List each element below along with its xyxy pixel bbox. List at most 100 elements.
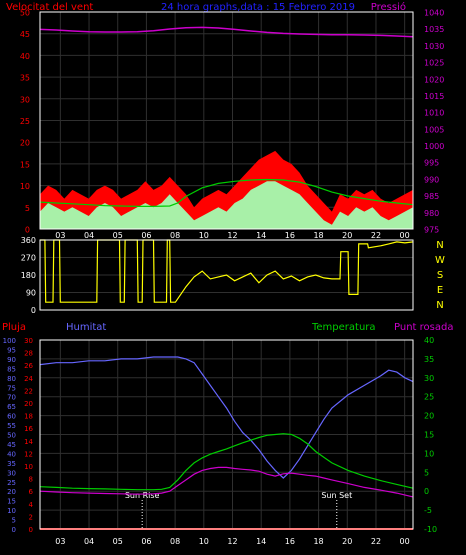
rain-tick-label: 8 <box>29 476 33 484</box>
wind-frame <box>39 11 414 230</box>
compass-label: S <box>437 270 443 281</box>
humidity-line <box>39 356 414 479</box>
wind-x-axis: 03 04 05 06 08 10 12 14 16 18 20 22 00 <box>55 231 409 240</box>
climate-x-tick-label: 22 <box>371 537 381 546</box>
humidity-tick-label: 50 <box>7 432 16 440</box>
wind-tick-label: 0 <box>25 226 30 235</box>
humidity-tick-label: 90 <box>7 356 16 364</box>
climate-x-tick-label: 00 <box>400 537 410 546</box>
wind-speed-title: Velocitat del vent <box>6 2 93 13</box>
dewpoint-title: Punt rosada <box>394 322 453 333</box>
rain-tick-label: 20 <box>24 400 33 408</box>
wind-left-axis: 0 5 10 15 20 25 30 35 40 45 50 <box>20 9 30 235</box>
rain-title: Pluja <box>2 322 26 333</box>
climate-x-tick-label: 10 <box>199 537 209 546</box>
wind-x-tick-label: 08 <box>170 231 180 240</box>
pressure-right-axis: 975 980 985 990 995 1000 1005 1010 1015 1020 1025 1… <box>424 9 444 235</box>
pressure-tick-label: 980 <box>424 209 439 218</box>
humidity-tick-label: 25 <box>7 479 16 487</box>
climate-x-tick-label: 18 <box>313 537 323 546</box>
humidity-tick-label: 60 <box>7 413 16 421</box>
compass-label: W <box>435 255 445 266</box>
temperature-title: Temperatura <box>311 322 376 333</box>
climate-x-tick-label: 06 <box>141 537 151 546</box>
humidity-tick-label: 15 <box>7 498 16 506</box>
climate-grid <box>40 339 413 530</box>
direction-tick-label: 360 <box>21 236 36 245</box>
temperature-axis: -10 -5 0 5 10 15 20 25 30 35 40 <box>424 336 437 534</box>
pressure-title: Pressió <box>371 1 406 13</box>
climate-x-tick-label: 20 <box>342 537 352 546</box>
humidity-tick-label: 80 <box>7 375 16 383</box>
pressure-tick-label: 995 <box>424 159 439 168</box>
temperature-tick-label: 30 <box>424 374 434 383</box>
temperature-tick-label: 10 <box>424 449 434 458</box>
direction-tick-label: 270 <box>21 254 36 263</box>
compass-label: E <box>437 285 443 296</box>
temperature-tick-label: 25 <box>424 393 434 402</box>
temperature-line <box>39 433 414 491</box>
wind-x-tick-label: 22 <box>371 231 381 240</box>
wind-tick-label: 25 <box>20 117 30 126</box>
humidity-tick-label: 30 <box>7 469 16 477</box>
pressure-tick-label: 990 <box>424 175 439 184</box>
rain-tick-label: 0 <box>29 526 33 534</box>
wind-tick-label: 30 <box>20 95 30 104</box>
humidity-tick-label: 20 <box>7 488 16 496</box>
temperature-line <box>39 178 414 207</box>
temperature-tick-label: 35 <box>424 355 434 364</box>
pressure-tick-label: 1010 <box>424 109 444 118</box>
humidity-tick-label: 95 <box>7 346 16 354</box>
wind-tick-label: 10 <box>20 182 30 191</box>
humidity-temperature-panel: Sun Rise Sun Set 051015202530354045505560… <box>3 336 437 546</box>
rain-tick-label: 26 <box>24 362 33 370</box>
wind-x-tick-label: 18 <box>313 231 323 240</box>
rain-tick-label: 22 <box>24 387 33 395</box>
humidity-tick-label: 65 <box>7 403 16 411</box>
pressure-tick-label: 1015 <box>424 92 444 101</box>
pressure-tick-label: 1040 <box>424 9 444 18</box>
temperature-tick-label: 0 <box>424 487 429 496</box>
climate-frame <box>39 339 414 530</box>
date-title: 24 hora graphs,data : 15 Febrero 2019 <box>161 2 355 13</box>
climate-x-tick-label: 14 <box>256 537 266 546</box>
rain-tick-label: 4 <box>29 501 34 509</box>
wind-x-tick-label: 03 <box>55 231 65 240</box>
wind-x-tick-label: 16 <box>285 231 295 240</box>
direction-frame <box>39 239 414 311</box>
wind-series <box>39 26 414 229</box>
pressure-tick-label: 1005 <box>424 125 444 134</box>
rain-tick-label: 18 <box>24 413 33 421</box>
humidity-tick-label: 10 <box>7 507 16 515</box>
compass-label: N <box>436 300 443 311</box>
wind-tick-label: 50 <box>20 9 30 18</box>
dewpoint-line <box>39 466 414 498</box>
rain-tick-label: 12 <box>24 450 33 458</box>
direction-left-axis: 0 90 180 270 360 <box>21 236 36 315</box>
wind-x-tick-label: 05 <box>113 231 123 240</box>
pressure-tick-label: 985 <box>424 192 439 201</box>
direction-tick-label: 180 <box>21 271 36 280</box>
humidity-tick-label: 85 <box>7 365 16 373</box>
climate-x-axis: 03 04 05 06 08 10 12 14 16 18 20 22 00 <box>55 537 409 546</box>
wind-x-tick-label: 10 <box>199 231 209 240</box>
temperature-tick-label: 15 <box>424 431 434 440</box>
humidity-tick-label: 35 <box>7 460 16 468</box>
climate-x-tick-label: 12 <box>227 537 237 546</box>
wind-tick-label: 40 <box>20 52 30 61</box>
rain-tick-label: 28 <box>24 350 33 358</box>
wind-x-tick-label: 00 <box>400 231 410 240</box>
direction-series <box>40 239 414 303</box>
direction-line <box>40 239 414 303</box>
temperature-tick-label: 5 <box>424 468 429 477</box>
wind-tick-label: 35 <box>20 74 30 83</box>
wind-tick-label: 15 <box>20 160 30 169</box>
humidity-tick-label: 70 <box>7 394 16 402</box>
sun-marker-label: Sun Rise <box>125 491 160 500</box>
rain-tick-label: 30 <box>24 337 33 345</box>
